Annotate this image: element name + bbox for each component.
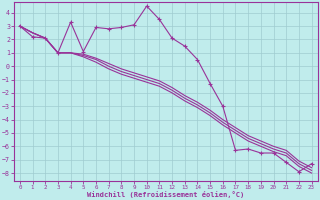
X-axis label: Windchill (Refroidissement éolien,°C): Windchill (Refroidissement éolien,°C) (87, 191, 244, 198)
